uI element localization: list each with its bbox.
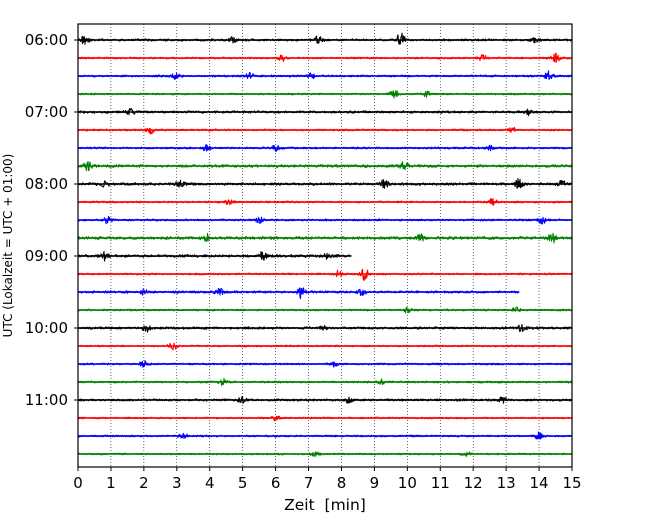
y-tick-label: 06:00 <box>25 31 68 49</box>
seismogram-trace <box>77 287 520 300</box>
y-tick-label: 10:00 <box>25 319 68 337</box>
x-tick-label: 9 <box>370 474 380 492</box>
y-axis-label: UTC (Lokalzeit = UTC + 01:00) <box>1 154 15 338</box>
x-tick-label: 11 <box>431 474 450 492</box>
x-tick-label: 5 <box>238 474 248 492</box>
x-tick-label: 13 <box>497 474 516 492</box>
seismogram-trace <box>77 268 573 281</box>
x-tick-label: 8 <box>337 474 347 492</box>
x-tick-label: 6 <box>271 474 281 492</box>
x-tick-label: 14 <box>530 474 549 492</box>
grid-lines <box>110 24 540 467</box>
y-tick-label: 09:00 <box>25 247 68 265</box>
seismogram-trace <box>77 70 573 80</box>
x-tick-label: 15 <box>562 474 581 492</box>
x-tick-label: 1 <box>106 474 116 492</box>
x-tick-label: 7 <box>304 474 314 492</box>
x-tick-label: 4 <box>205 474 215 492</box>
y-axis-ticks: 06:00 07:00 08:00 09:00 10:00 11:00 <box>25 31 78 409</box>
x-tick-label: 10 <box>398 474 417 492</box>
x-tick-label: 3 <box>172 474 182 492</box>
y-tick-label: 11:00 <box>25 391 68 409</box>
x-tick-label: 12 <box>464 474 483 492</box>
x-axis-ticks: 0 1 2 3 4 5 6 7 8 9 10 11 12 13 14 15 <box>73 467 582 492</box>
seismogram-trace <box>77 32 573 45</box>
x-tick-label: 2 <box>139 474 149 492</box>
trace-group <box>77 32 573 458</box>
plot-frame <box>77 23 573 468</box>
y-tick-label: 08:00 <box>25 175 68 193</box>
y-tick-label: 07:00 <box>25 103 68 121</box>
x-tick-label: 0 <box>73 474 83 492</box>
x-axis-label: Zeit [min] <box>284 496 366 514</box>
